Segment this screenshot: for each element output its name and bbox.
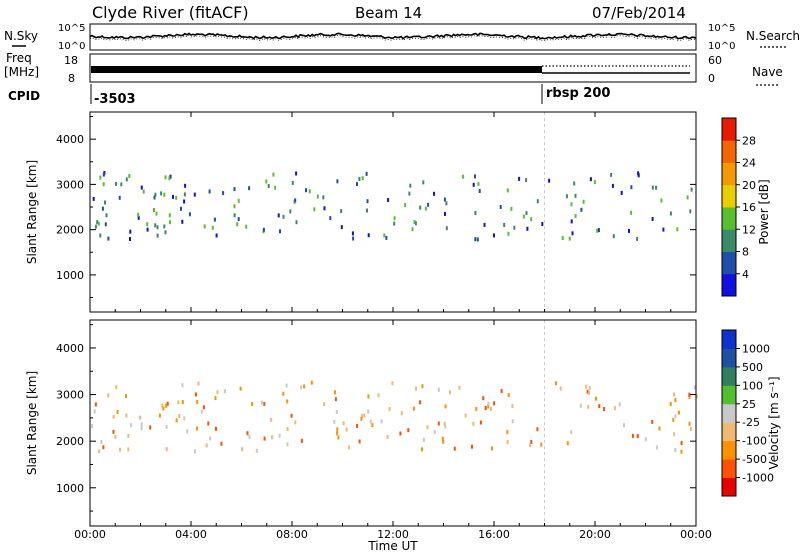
power-panel-background xyxy=(90,112,696,312)
nave-tick-bottom: 0 xyxy=(708,72,715,85)
cpid-annotation-start: -3503 xyxy=(94,92,136,107)
freq-tick-bottom: 8 xyxy=(68,72,75,85)
noise-search-label: N.Search xyxy=(746,29,800,43)
beam-title: Beam 14 xyxy=(355,4,422,22)
noise-left-tick-top: 10^5 xyxy=(58,23,85,34)
noise-right-tick-bottom: 10^0 xyxy=(708,41,735,52)
freq-unit-label: [MHz] xyxy=(4,65,39,79)
date-title: 07/Feb/2014 xyxy=(592,4,686,22)
cpid-label: CPID xyxy=(8,89,40,103)
noise-sky-label: N.Sky xyxy=(4,29,38,43)
noise-panel: N.Sky 10^5 10^0 10^5 10^0 N.Search xyxy=(4,23,800,52)
noise-panel-frame xyxy=(90,24,696,50)
frequency-panel: Freq [MHz] 18 8 60 0 Nave xyxy=(4,51,783,85)
cpid-annotation-rbsp: rbsp 200 xyxy=(546,86,610,101)
nave-label: Nave xyxy=(752,65,783,79)
noise-left-tick-bottom: 10^0 xyxy=(58,41,85,52)
noise-right-tick-top: 10^5 xyxy=(708,23,735,34)
nave-tick-top: 60 xyxy=(708,54,722,67)
cpid-panel: CPID -3503 rbsp 200 xyxy=(8,84,610,107)
freq-tick-top: 18 xyxy=(64,54,78,67)
freq-label: Freq xyxy=(6,51,32,65)
station-title: Clyde River (fitACF) xyxy=(92,3,249,22)
frequency-band-fill xyxy=(91,66,542,73)
